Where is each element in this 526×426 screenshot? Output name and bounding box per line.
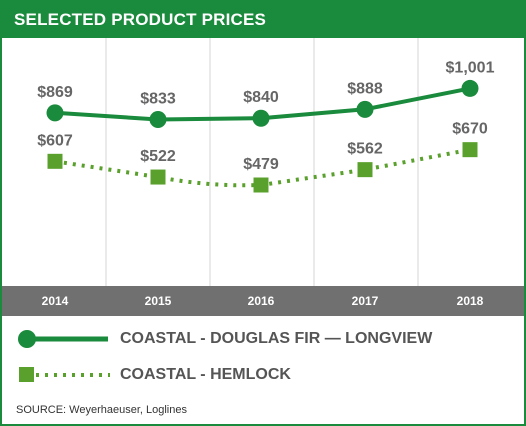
data-label: $607	[37, 132, 73, 149]
data-point	[357, 162, 373, 178]
x-tick-label: 2014	[41, 294, 69, 308]
x-tick-label: 2018	[456, 294, 484, 308]
data-label: $869	[37, 84, 73, 101]
legend-label: COASTAL - DOUGLAS FIR — LONGVIEW	[120, 330, 433, 347]
legend-swatch-solid	[18, 330, 108, 348]
data-label: $670	[452, 121, 488, 138]
data-label: $562	[347, 141, 383, 158]
legend-swatch-dotted	[19, 367, 110, 382]
x-tick-label: 2017	[351, 294, 379, 308]
data-label: $479	[243, 156, 279, 173]
data-label: $833	[140, 91, 176, 108]
data-point	[252, 109, 270, 127]
x-tick-label: 2015	[144, 294, 172, 308]
plot-area: $869 $833 $840 $888 $1,001 $607 $522 $479 $562 $6…	[37, 38, 495, 286]
data-point	[253, 177, 269, 193]
legend-item-douglas-fir: COASTAL - DOUGLAS FIR — LONGVIEW	[2, 324, 524, 354]
data-label: $522	[140, 148, 176, 165]
source-note: SOURCE: Weyerhaeuser, Loglines	[16, 404, 187, 416]
chart-title: SELECTED PRODUCT PRICES	[2, 2, 524, 38]
data-label: $840	[243, 89, 279, 106]
data-label: $1,001	[446, 59, 495, 76]
data-point	[46, 104, 64, 122]
data-point	[462, 142, 478, 158]
legend-label: COASTAL - HEMLOCK	[120, 366, 291, 383]
grid-lines	[105, 38, 419, 286]
x-axis-bar: 2014 2015 2016 2017 2018	[2, 286, 524, 316]
legend-item-hemlock: COASTAL - HEMLOCK	[2, 360, 524, 390]
data-point	[149, 111, 167, 129]
series-layer: $869 $833 $840 $888 $1,001 $607 $522 $479 $562 $6…	[37, 59, 495, 193]
x-tick-label: 2016	[247, 294, 275, 308]
data-label: $888	[347, 80, 383, 97]
data-point	[356, 100, 374, 118]
data-point	[47, 153, 63, 169]
data-point	[150, 169, 166, 185]
data-point	[461, 79, 479, 97]
